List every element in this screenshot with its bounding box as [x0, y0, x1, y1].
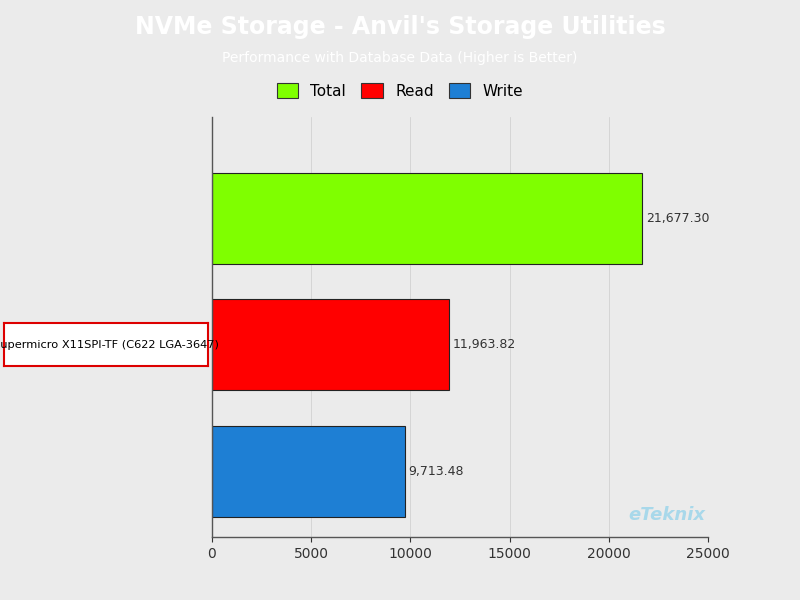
Text: eTeknix: eTeknix	[629, 506, 706, 524]
Text: NVMe Storage - Anvil's Storage Utilities: NVMe Storage - Anvil's Storage Utilities	[134, 15, 666, 39]
Text: 11,963.82: 11,963.82	[453, 338, 516, 351]
Text: 21,677.30: 21,677.30	[646, 212, 709, 225]
Bar	[212, 173, 642, 264]
Text: 9,713.48: 9,713.48	[408, 465, 464, 478]
Text: Performance with Database Data (Higher is Better): Performance with Database Data (Higher i…	[222, 51, 578, 65]
Text: Supermicro X11SPI-TF (C622 LGA-3647): Supermicro X11SPI-TF (C622 LGA-3647)	[0, 340, 219, 350]
Bar	[212, 425, 405, 517]
Bar	[212, 299, 450, 390]
Legend: Total, Read, Write: Total, Read, Write	[270, 77, 530, 105]
